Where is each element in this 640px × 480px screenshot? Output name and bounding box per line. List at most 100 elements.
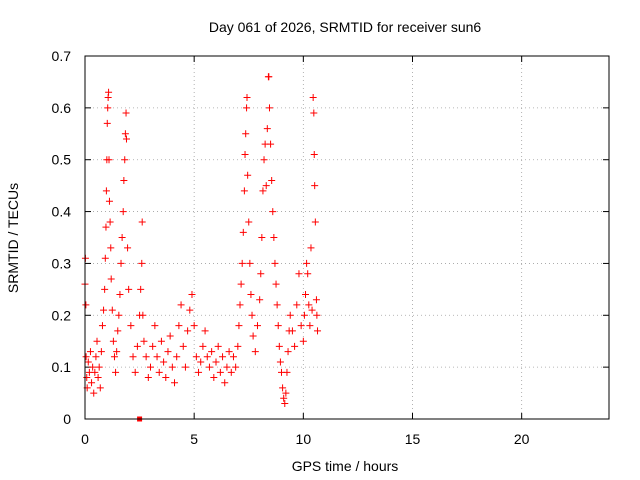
data-point (223, 363, 231, 371)
data-point (82, 353, 90, 361)
data-point (151, 322, 159, 330)
data-point (253, 322, 261, 330)
data-point (246, 259, 254, 267)
data-point (104, 104, 112, 112)
data-point (105, 156, 113, 164)
data-point (107, 244, 115, 252)
data-point (122, 109, 130, 117)
data-point (179, 342, 187, 350)
data-point (309, 93, 317, 101)
data-point (245, 218, 253, 226)
data-point (108, 306, 116, 314)
data-point (162, 374, 170, 382)
data-point (103, 119, 111, 127)
data-point (112, 368, 120, 376)
data-point (192, 353, 200, 361)
data-point (86, 348, 94, 356)
data-point (90, 389, 98, 397)
data-point (225, 348, 233, 356)
data-point (95, 363, 103, 371)
data-point (268, 176, 276, 184)
data-point (241, 151, 249, 159)
data-point (311, 218, 319, 226)
data-point (110, 353, 118, 361)
data-point (310, 151, 318, 159)
y-axis-label: SRMTID / TECUs (5, 183, 21, 293)
data-point (139, 311, 147, 319)
data-point (302, 291, 310, 299)
data-point (314, 327, 322, 335)
data-point (279, 384, 287, 392)
data-point (238, 259, 246, 267)
data-point (157, 337, 165, 345)
data-point (307, 244, 315, 252)
data-point (275, 342, 283, 350)
data-point (265, 104, 273, 112)
data-point (216, 368, 224, 376)
data-point (251, 348, 259, 356)
data-point (118, 234, 126, 241)
data-point (101, 285, 109, 293)
data-point (249, 332, 257, 340)
data-point (283, 368, 291, 376)
data-point (138, 259, 146, 267)
gridlines (85, 56, 609, 419)
data-point (83, 374, 91, 382)
x-axis-label: GPS time / hours (292, 458, 399, 474)
data-point (267, 140, 275, 148)
data-point (303, 259, 311, 267)
data-point (190, 322, 198, 330)
data-point (208, 348, 216, 356)
data-point (82, 301, 90, 309)
data-point (96, 384, 104, 392)
data-point (308, 306, 316, 314)
data-point (203, 353, 211, 361)
data-point (106, 218, 114, 226)
data-point (269, 208, 277, 216)
data-points (81, 73, 322, 422)
data-point (313, 311, 321, 319)
data-point (122, 135, 130, 143)
data-point (263, 125, 271, 133)
data-point (98, 322, 106, 330)
data-point (142, 353, 150, 361)
data-point (117, 259, 125, 267)
data-point (125, 285, 133, 293)
data-point (131, 368, 139, 376)
data-point (242, 130, 250, 138)
data-point (270, 234, 278, 241)
y-tick-label: 0.6 (52, 100, 72, 116)
data-point (92, 353, 100, 361)
data-point (119, 208, 127, 216)
data-point (138, 218, 146, 226)
data-point (91, 368, 99, 376)
data-point (124, 244, 132, 252)
data-point (186, 306, 194, 314)
data-point (286, 311, 294, 319)
data-point (291, 342, 299, 350)
data-point (247, 291, 255, 299)
data-point (297, 322, 305, 330)
data-point (280, 394, 288, 402)
data-point (164, 348, 172, 356)
y-tick-label: 0.4 (52, 204, 72, 220)
y-tick-label: 0.1 (52, 359, 72, 375)
x-tick-label: 15 (405, 431, 421, 447)
data-point (121, 130, 129, 138)
x-tick-label: 10 (296, 431, 312, 447)
data-point (144, 374, 152, 382)
data-point (295, 270, 303, 278)
data-point (210, 374, 218, 382)
data-point (160, 358, 168, 366)
data-point (175, 322, 183, 330)
data-point (153, 353, 161, 361)
data-point (219, 353, 227, 361)
data-point (195, 368, 203, 376)
data-point (221, 379, 229, 387)
data-point (272, 280, 280, 288)
data-point (199, 342, 207, 350)
data-point (274, 322, 282, 330)
data-point (236, 301, 244, 309)
data-point (306, 322, 314, 330)
data-point (227, 368, 235, 376)
